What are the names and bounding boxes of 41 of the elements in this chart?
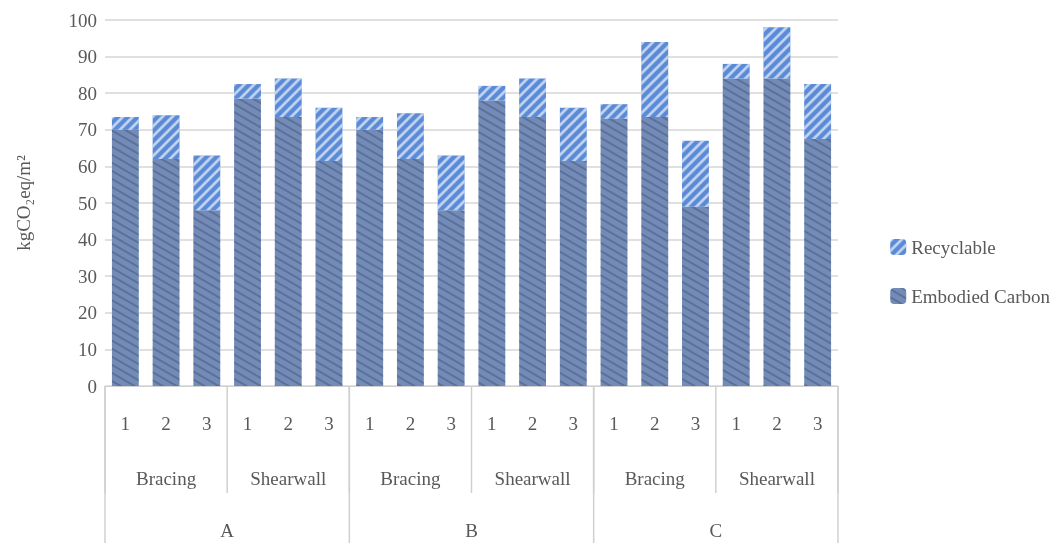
text: Bracing <box>136 467 197 489</box>
y-tick-label: 80 <box>78 82 97 104</box>
text: A <box>220 519 235 541</box>
text: Shearwall <box>494 467 571 489</box>
x-tick-label: 2 <box>161 413 171 434</box>
text: Shearwall <box>250 467 327 489</box>
text: C <box>709 519 723 541</box>
y-tick-label: 40 <box>78 229 97 251</box>
y-tick-label: 30 <box>78 265 97 287</box>
x-tick-label: 3 <box>202 413 212 434</box>
x-tick-label: 2 <box>772 413 782 434</box>
x-tick-label: 3 <box>812 413 823 434</box>
x-tick-label: 1 <box>609 413 619 434</box>
y-axis-title: kgCO₂eq/m² <box>13 154 34 251</box>
x-tick-label: 1 <box>487 413 497 434</box>
x-tick-label: 3 <box>690 413 701 434</box>
x-tick-label: 2 <box>527 413 538 434</box>
x-tick-label: 3 <box>324 413 334 434</box>
text: Bracing <box>380 467 441 489</box>
x-tick-label: 3 <box>568 413 579 434</box>
text: Bracing <box>624 467 686 489</box>
x-tick-label: 2 <box>405 413 416 434</box>
x-tick-label: 1 <box>731 413 741 434</box>
x-tick-label: 1 <box>120 413 131 434</box>
x-tick-label: 2 <box>283 413 293 434</box>
y-tick-label: 60 <box>78 155 97 177</box>
x-tick-label: 3 <box>446 413 456 434</box>
x-tick-label: 1 <box>242 413 253 434</box>
legend-label: Recyclable <box>911 236 996 258</box>
y-tick-label: 20 <box>78 302 97 324</box>
y-tick-label: 100 <box>68 9 97 31</box>
y-tick-label: 0 <box>87 375 97 397</box>
legend-label: Embodied Carbon <box>911 285 1051 307</box>
y-tick-label: 10 <box>78 338 97 360</box>
text: B <box>465 519 478 541</box>
y-tick-label: 90 <box>78 46 97 68</box>
x-tick-label: 2 <box>650 413 660 434</box>
text: Shearwall <box>738 467 815 489</box>
y-tick-label: 50 <box>78 192 97 214</box>
x-tick-label: 1 <box>364 413 375 434</box>
y-tick-label: 70 <box>78 119 97 141</box>
